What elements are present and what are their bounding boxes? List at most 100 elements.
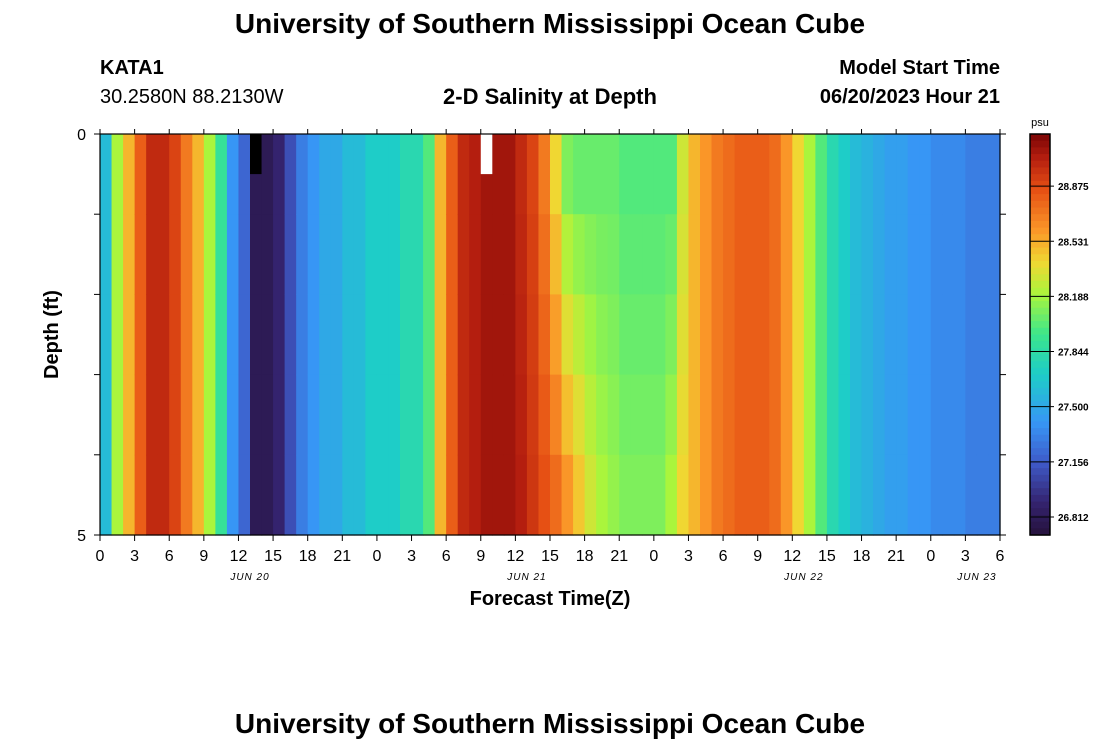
heatmap-cell <box>850 374 863 456</box>
heatmap-cell <box>284 374 297 456</box>
heatmap-cell <box>942 454 955 536</box>
heatmap-cell <box>123 374 136 456</box>
x-tick-label: 21 <box>333 548 351 565</box>
x-tick-label: 6 <box>996 548 1005 565</box>
heatmap-cell <box>884 214 897 295</box>
heatmap-cell <box>515 214 528 295</box>
x-tick-label: 3 <box>684 548 693 565</box>
heatmap-cell <box>203 294 216 376</box>
colorbar-segment <box>1030 481 1050 489</box>
heatmap-cell <box>988 454 1001 536</box>
heatmap-cell <box>353 374 366 456</box>
heatmap-cell <box>665 214 678 295</box>
colorbar-segment <box>1030 214 1050 222</box>
heatmap-cell <box>146 454 159 536</box>
heatmap-cell <box>792 294 805 376</box>
heatmap-cell <box>988 214 1001 295</box>
x-tick-label: 12 <box>783 548 801 565</box>
heatmap-cell <box>746 374 759 456</box>
heatmap-cell <box>884 454 897 536</box>
heatmap-cell <box>238 454 251 536</box>
heatmap-cell <box>342 134 355 215</box>
heatmap-cell <box>919 294 932 376</box>
heatmap-cell <box>665 134 678 215</box>
heatmap-cell <box>861 454 874 536</box>
heatmap-cell <box>157 294 170 376</box>
heatmap-cell <box>780 454 793 536</box>
heatmap-cell <box>757 294 770 376</box>
heatmap-cell <box>930 214 943 295</box>
heatmap-cell <box>215 454 228 536</box>
heatmap-cell <box>757 214 770 295</box>
heatmap-cell <box>157 374 170 456</box>
colorbar-segment <box>1030 361 1050 369</box>
heatmap-cell <box>607 374 620 456</box>
heatmap-cell <box>619 294 632 376</box>
heatmap-cell <box>446 214 459 295</box>
heatmap-cell <box>492 214 505 295</box>
x-tick-label: 0 <box>96 548 105 565</box>
heatmap-cell <box>700 374 713 456</box>
heatmap-cell <box>919 134 932 215</box>
heatmap-cell <box>896 454 909 536</box>
heatmap-cell <box>111 294 124 376</box>
heatmap-cell <box>342 214 355 295</box>
heatmap-cell <box>630 374 643 456</box>
heatmap-cell <box>665 294 678 376</box>
heatmap-cell <box>976 454 990 536</box>
heatmap-cell <box>273 374 286 456</box>
heatmap-cell <box>676 294 690 376</box>
heatmap-cell <box>273 214 286 295</box>
colorbar-segment <box>1030 281 1050 289</box>
colorbar-segment <box>1030 408 1050 416</box>
heatmap-cell <box>723 454 736 536</box>
heatmap-cell <box>400 134 413 215</box>
heatmap-cell <box>215 134 228 215</box>
heatmap-cell <box>284 134 297 215</box>
heatmap-cell <box>180 454 193 536</box>
heatmap-cell <box>780 214 793 295</box>
colorbar-segment <box>1030 254 1050 262</box>
heatmap-cell <box>423 454 436 536</box>
heatmap-cell <box>642 374 655 456</box>
heatmap-cell <box>180 294 193 376</box>
heatmap-cell <box>653 294 666 376</box>
heatmap-cell <box>850 454 863 536</box>
station-name: KATA1 <box>100 57 164 79</box>
heatmap-cell <box>688 134 701 215</box>
heatmap-cell <box>226 294 240 376</box>
x-tick-label: 3 <box>407 548 416 565</box>
heatmap-cell <box>953 374 966 456</box>
heatmap-cell <box>261 294 274 376</box>
x-tick-label: 9 <box>753 548 762 565</box>
x-tick-label: 21 <box>610 548 628 565</box>
heatmap-cell <box>123 294 136 376</box>
heatmap-cell <box>111 134 124 215</box>
x-tick-label: 21 <box>887 548 905 565</box>
heatmap-cell <box>100 454 113 536</box>
heatmap-cell <box>273 294 286 376</box>
x-tick-label: 12 <box>230 548 248 565</box>
colorbar-segment <box>1030 334 1050 342</box>
x-tick-label: 15 <box>541 548 559 565</box>
heatmap-cell <box>134 374 147 456</box>
colorbar-segment <box>1030 454 1050 463</box>
colorbar-segment <box>1030 508 1050 516</box>
heatmap-cell <box>584 374 597 456</box>
heatmap-cell <box>296 374 309 456</box>
heatmap-cell <box>411 454 424 536</box>
heatmap-cell <box>100 134 113 215</box>
heatmap-cell <box>757 454 770 536</box>
colorbar-segment <box>1030 521 1050 529</box>
heatmap-cell <box>307 214 320 295</box>
heatmap-cell <box>469 294 482 376</box>
heatmap-cell <box>134 214 147 295</box>
heatmap-cell <box>180 214 193 295</box>
heatmap-cell <box>515 294 528 376</box>
heatmap-cell <box>723 214 736 295</box>
heatmap-cell <box>653 454 666 536</box>
heatmap-cell <box>896 294 909 376</box>
heatmap-cell <box>873 134 886 215</box>
heatmap-cell <box>769 214 782 295</box>
heatmap-cell <box>573 134 586 215</box>
